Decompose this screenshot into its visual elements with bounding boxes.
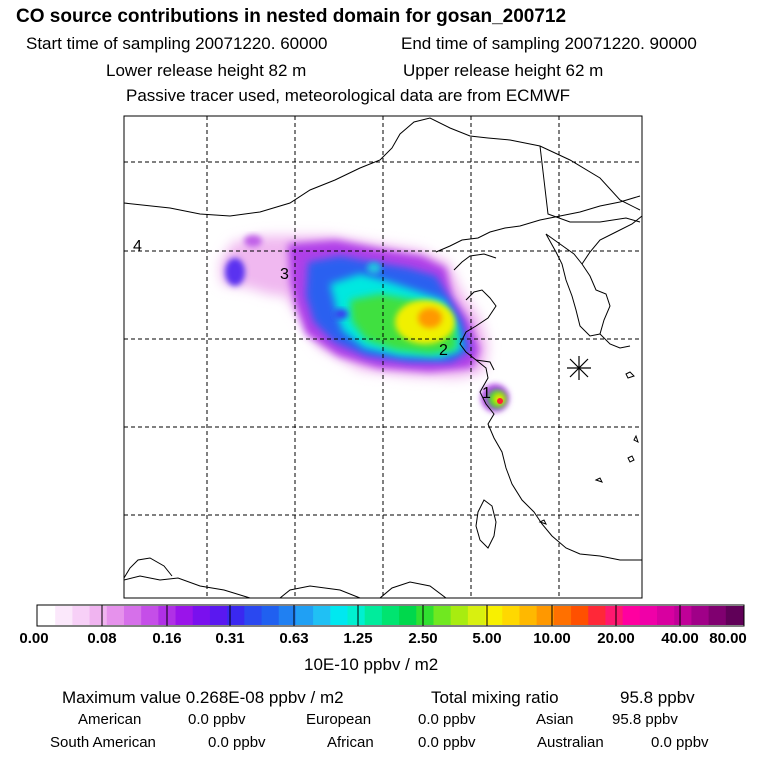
colorbar-tick-label: 0.63 (279, 630, 309, 647)
colorbar (38, 606, 744, 625)
colorbar-cell (123, 606, 142, 625)
concentration-plume (220, 235, 509, 412)
colorbar-cell (106, 606, 125, 625)
colorbar-tick-label: 1.25 (343, 630, 373, 647)
colorbar-tick-label: 40.00 (661, 630, 699, 647)
source-name-south-american: South American (50, 734, 156, 751)
colorbar-cell (467, 606, 486, 625)
colorbar-cell (416, 606, 435, 625)
colorbar-tick-label: 0.08 (87, 630, 117, 647)
colorbar-cell (519, 606, 538, 625)
region-label-4: 4 (133, 238, 142, 255)
source-value-american: 0.0 ppbv (188, 711, 246, 728)
source-value-asian: 95.8 ppbv (612, 711, 678, 728)
source-value-australian: 0.0 ppbv (651, 734, 709, 751)
colorbar-cell (622, 606, 641, 625)
colorbar-tick-label: 0.00 (19, 630, 49, 647)
colorbar-cell (278, 606, 297, 625)
max-value-label: Maximum value 0.268E-08 ppbv / m2 (62, 688, 344, 707)
colorbar-cell (55, 606, 73, 625)
region-label-1: 1 (482, 385, 491, 402)
colorbar-cell (571, 606, 589, 625)
source-value-south-american: 0.0 ppbv (208, 734, 266, 751)
total-mixing-value: 95.8 ppbv (620, 688, 695, 707)
colorbar-tick-label: 5.00 (472, 630, 502, 647)
colorbar-cell (89, 606, 108, 625)
lower-release-label: Lower release height 82 m (106, 61, 307, 80)
upper-release-label: Upper release height 62 m (403, 61, 604, 80)
colorbar-cell (330, 606, 349, 625)
colorbar-cell (674, 606, 693, 625)
region-label-2: 2 (439, 342, 448, 359)
colorbar-cell (708, 606, 727, 625)
colorbar-cell (192, 606, 211, 625)
colorbar-cell (72, 606, 91, 625)
colorbar-cell (313, 606, 331, 625)
colorbar-cell (141, 606, 159, 625)
colorbar-cell (381, 606, 400, 625)
colorbar-cell (244, 606, 263, 625)
colorbar-cell (399, 606, 417, 625)
colorbar-cell (605, 606, 624, 625)
map-frame (123, 115, 643, 599)
colorbar-cell (450, 606, 469, 625)
colorbar-tick-label: 20.00 (597, 630, 635, 647)
colorbar-cell (657, 606, 675, 625)
plot-title: CO source contributions in nested domain… (16, 6, 567, 27)
asterisk-icon (567, 356, 591, 380)
source-value-african: 0.0 ppbv (418, 734, 476, 751)
colorbar-tick-label: 0.31 (215, 630, 245, 647)
start-time-label: Start time of sampling 20071220. 60000 (26, 34, 328, 53)
colorbar-cell (295, 606, 314, 625)
colorbar-cell (38, 606, 56, 625)
total-mixing-label: Total mixing ratio (431, 688, 559, 707)
source-name-american: American (78, 711, 142, 728)
colorbar-cell (502, 606, 521, 625)
source-name-australian: Australian (537, 734, 604, 751)
colorbar-cell (553, 606, 572, 625)
colorbar-tick-label: 80.00 (709, 630, 747, 647)
colorbar-cell (485, 606, 503, 625)
colorbar-cell (227, 606, 245, 625)
colorbar-cell (691, 606, 710, 625)
source-value-european: 0.0 ppbv (418, 711, 476, 728)
source-name-asian: Asian (536, 711, 574, 728)
tracer-note: Passive tracer used, meteorological data… (126, 86, 571, 105)
colorbar-cell (175, 606, 194, 625)
colorbar-cell (639, 606, 658, 625)
colorbar-tick-label: 2.50 (408, 630, 438, 647)
coastlines (124, 117, 642, 598)
colorbar-cell (536, 606, 555, 625)
colorbar-ticks (36, 605, 745, 626)
colorbar-cell (588, 606, 607, 625)
colorbar-cell (261, 606, 280, 625)
colorbar-cell (209, 606, 228, 625)
colorbar-tick-label: 0.16 (152, 630, 182, 647)
source-name-european: European (306, 711, 372, 728)
end-time-label: End time of sampling 20071220. 90000 (401, 34, 697, 53)
source-name-african: African (327, 734, 374, 751)
colorbar-unit: 10E-10 ppbv / m2 (304, 655, 439, 674)
lat-lon-grid (124, 116, 642, 598)
colorbar-cell (725, 606, 744, 625)
colorbar-tick-label: 10.00 (533, 630, 571, 647)
colorbar-cell (364, 606, 383, 625)
colorbar-cell (433, 606, 452, 625)
region-label-3: 3 (280, 266, 289, 283)
colorbar-cell (347, 606, 366, 625)
